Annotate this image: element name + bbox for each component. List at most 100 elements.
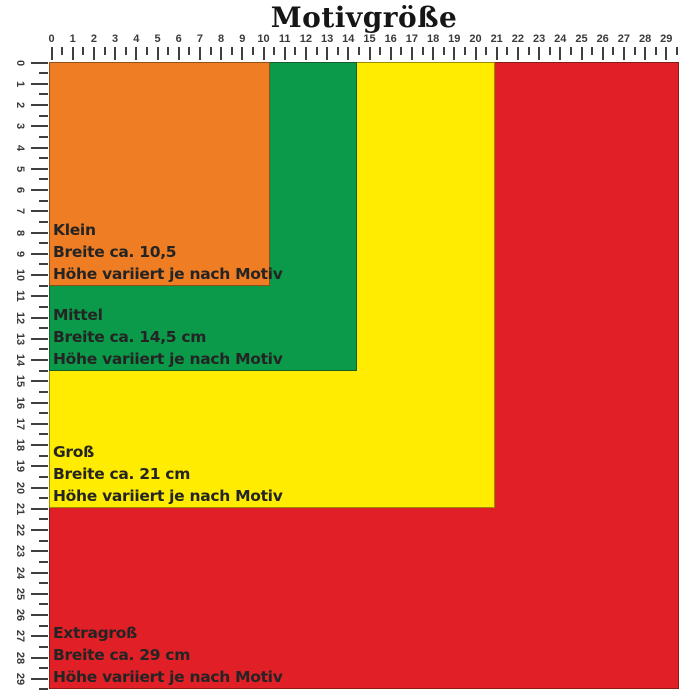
ruler-number: 29 — [14, 672, 26, 685]
size-width-text: Breite ca. 10,5 — [53, 243, 177, 261]
ruler-major-tick — [283, 47, 286, 60]
ruler-number: 14 — [14, 353, 26, 367]
ruler-minor-tick — [39, 327, 48, 330]
ruler-number: 14 — [342, 33, 355, 45]
ruler-major-tick — [304, 47, 307, 60]
ruler-minor-tick — [39, 518, 48, 521]
ruler-minor-tick — [442, 47, 445, 55]
ruler-major-tick — [622, 47, 625, 60]
ruler-minor-tick — [39, 157, 48, 160]
ruler-major-tick — [538, 47, 541, 60]
ruler-minor-tick — [209, 47, 212, 55]
ruler-minor-tick — [188, 47, 191, 55]
ruler-major-tick — [114, 47, 117, 60]
ruler-number: 16 — [14, 396, 26, 409]
ruler-major-tick — [31, 635, 48, 638]
ruler-minor-tick — [82, 47, 85, 55]
ruler-minor-tick — [39, 603, 48, 606]
ruler-minor-tick — [39, 178, 48, 181]
ruler-number: 28 — [638, 33, 652, 45]
ruler-minor-tick — [569, 47, 572, 55]
ruler-minor-tick — [39, 348, 48, 351]
ruler-minor-tick — [654, 47, 657, 55]
ruler-number: 24 — [14, 566, 26, 579]
ruler-minor-tick — [633, 47, 636, 55]
ruler-number: 25 — [14, 587, 26, 600]
ruler-number: 26 — [596, 33, 609, 45]
ruler-minor-tick — [612, 47, 615, 55]
ruler-number: 3 — [14, 123, 26, 130]
ruler-major-tick — [31, 104, 48, 106]
ruler-minor-tick — [124, 47, 127, 55]
ruler-major-tick — [31, 252, 48, 255]
ruler-major-tick — [177, 47, 180, 60]
ruler-number: 19 — [14, 460, 26, 473]
size-width-text: Breite ca. 14,5 cm — [53, 328, 207, 346]
ruler-major-tick — [580, 47, 583, 60]
ruler-minor-tick — [230, 47, 233, 55]
size-label-group-extragross: Extragroß Breite ca. 29 cm Höhe variiert… — [53, 622, 283, 688]
size-height-text: Höhe variiert je nach Motiv — [53, 487, 283, 505]
ruler-number: 8 — [14, 229, 26, 236]
ruler-major-tick — [262, 47, 265, 60]
ruler-number: 7 — [196, 33, 203, 45]
ruler-minor-tick — [167, 47, 170, 55]
size-label-group-mittel: Mittel Breite ca. 14,5 cm Höhe variiert … — [53, 304, 283, 370]
ruler-number: 5 — [14, 165, 26, 172]
ruler-major-tick — [31, 210, 48, 213]
ruler-minor-tick — [39, 667, 48, 670]
ruler-major-tick — [31, 316, 48, 319]
ruler-minor-tick — [39, 454, 48, 457]
ruler-minor-tick — [39, 199, 48, 202]
ruler-number: 13 — [320, 33, 334, 45]
ruler-number: 20 — [14, 481, 26, 494]
ruler-minor-tick — [548, 47, 551, 55]
ruler-minor-tick — [39, 688, 48, 691]
ruler-minor-tick — [39, 284, 48, 287]
ruler-major-tick — [31, 295, 48, 298]
ruler-major-tick — [601, 47, 604, 60]
ruler-major-tick — [453, 47, 456, 60]
ruler-number: 23 — [14, 545, 26, 558]
ruler-number: 1 — [69, 33, 76, 45]
ruler-minor-tick — [336, 47, 339, 55]
ruler-major-tick — [92, 47, 95, 60]
ruler-major-tick — [559, 47, 562, 60]
ruler-major-tick — [31, 82, 48, 85]
ruler-major-tick — [644, 47, 647, 60]
ruler-major-tick — [410, 47, 413, 60]
ruler-major-tick — [474, 47, 477, 60]
size-name: Klein — [53, 221, 96, 239]
ruler-major-tick — [31, 529, 48, 531]
ruler-minor-tick — [145, 47, 148, 55]
ruler-major-tick — [31, 167, 48, 170]
ruler-number: 1 — [14, 80, 26, 87]
ruler-number: 10 — [14, 268, 26, 282]
ruler-minor-tick — [39, 497, 48, 500]
ruler-number: 3 — [112, 33, 119, 45]
size-name: Groß — [53, 443, 94, 461]
ruler-minor-tick — [400, 47, 403, 55]
ruler-major-tick — [31, 614, 48, 616]
ruler-minor-tick — [39, 624, 48, 627]
page-title: Motivgröße — [270, 1, 458, 34]
ruler-major-tick — [368, 47, 371, 60]
ruler-major-tick — [31, 444, 48, 446]
ruler-minor-tick — [506, 47, 509, 55]
ruler-minor-tick — [527, 47, 530, 55]
ruler-minor-tick — [357, 47, 360, 55]
ruler-major-tick — [31, 507, 48, 510]
ruler-major-tick — [31, 656, 48, 659]
ruler-major-tick — [31, 61, 48, 64]
ruler-number: 18 — [14, 438, 26, 452]
ruler-major-tick — [31, 146, 48, 149]
ruler-number: 2 — [14, 101, 26, 109]
ruler-major-tick — [31, 189, 48, 191]
ruler-minor-tick — [485, 47, 488, 55]
ruler-major-tick — [31, 380, 48, 383]
ruler-number: 26 — [14, 608, 26, 622]
ruler-major-tick — [31, 422, 48, 425]
ruler-number: 12 — [14, 311, 26, 324]
ruler-number: 8 — [218, 33, 225, 45]
